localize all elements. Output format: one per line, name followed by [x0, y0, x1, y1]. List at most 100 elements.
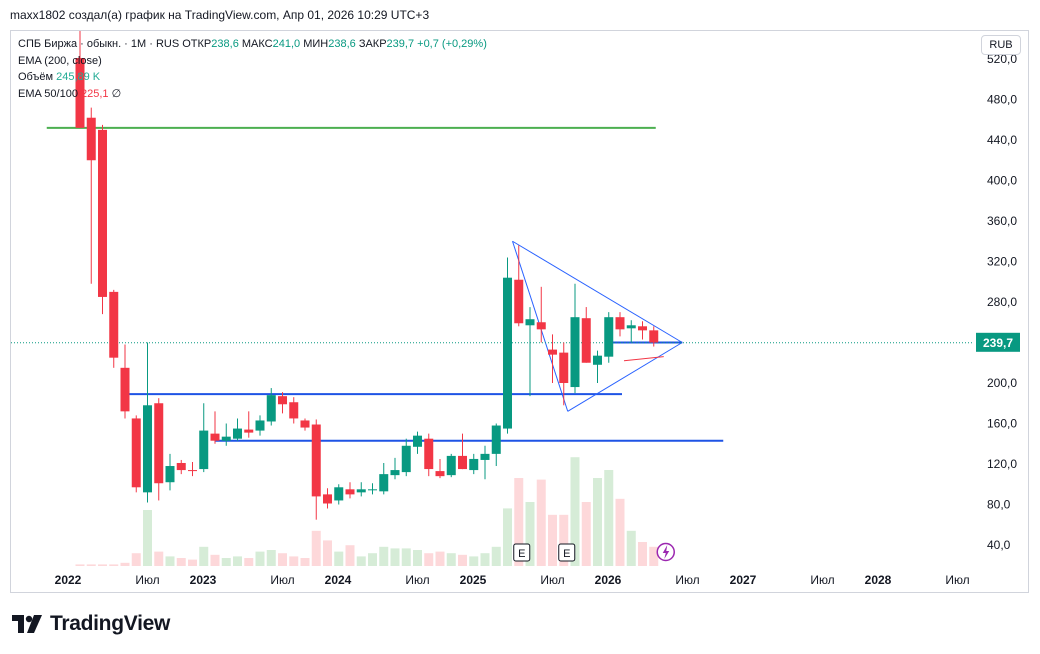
volume-bar — [604, 470, 614, 566]
legend-volume-row[interactable]: Объём 245,89 K — [18, 69, 487, 86]
volume-bar — [368, 553, 377, 566]
x-tick-label: 2023 — [190, 573, 217, 587]
volume-bar — [525, 502, 535, 566]
currency-button[interactable]: RUB — [981, 35, 1021, 55]
candle-body — [120, 367, 130, 412]
candle-body — [458, 455, 467, 470]
tradingview-logo[interactable]: TradingView — [12, 612, 170, 636]
candle-body — [626, 325, 636, 329]
candle-body — [334, 487, 344, 501]
candle — [345, 482, 355, 499]
candle-body — [221, 436, 231, 441]
candle — [75, 31, 85, 128]
earnings-marker-label: E — [563, 548, 570, 560]
volume-bar — [311, 530, 321, 566]
candle-body — [514, 279, 524, 324]
x-tick-label: Июл — [405, 573, 429, 587]
volume-bar — [514, 478, 524, 566]
legend-ema50-label: EMA 50/100 — [18, 87, 78, 100]
candle-body — [154, 403, 164, 484]
x-tick-label: Июл — [675, 573, 699, 587]
earnings-marker-box — [558, 543, 576, 562]
dividend-lightning-marker[interactable] — [656, 542, 675, 562]
volume-bar — [244, 558, 254, 566]
volume-bar — [615, 498, 625, 566]
candle-body — [503, 277, 512, 429]
volume-bar — [188, 559, 197, 566]
volume-bar — [120, 562, 130, 566]
candle — [368, 483, 377, 495]
volume-bar — [255, 551, 265, 566]
candle-body — [86, 117, 96, 161]
candle — [120, 344, 130, 419]
candle-body — [649, 330, 659, 343]
price-label-box — [976, 332, 1020, 352]
candle — [424, 433, 434, 477]
legend-ema50-row[interactable]: EMA 50/100 225,1 ∅ — [18, 86, 487, 103]
candle-body — [401, 445, 411, 473]
candle — [221, 423, 231, 446]
legend-ema200-row[interactable]: EMA (200, close) — [18, 53, 487, 70]
candle-body — [390, 470, 400, 476]
x-tick-label: Июл — [270, 573, 294, 587]
volume-bar — [75, 564, 85, 566]
earnings-marker-box — [513, 543, 531, 562]
volume-bar — [480, 553, 490, 566]
candle — [98, 124, 107, 315]
candle — [503, 257, 512, 434]
candle — [199, 403, 209, 473]
candle-body — [75, 57, 85, 128]
candle — [289, 397, 299, 424]
volume-bar — [98, 564, 107, 566]
candle-body — [581, 318, 591, 363]
y-tick-label: 480,0 — [987, 93, 1017, 107]
ema-segment-line — [623, 356, 664, 362]
candle-body — [413, 435, 422, 447]
volume-bar — [638, 542, 647, 566]
y-tick-label: 280,0 — [987, 295, 1017, 309]
candle — [615, 312, 625, 337]
candle-body — [289, 402, 299, 419]
candle — [176, 459, 186, 475]
earnings-marker[interactable]: E — [558, 543, 576, 562]
candlestick-chart[interactable]: 40,080,0120,0160,0200,0240,0280,0320,036… — [0, 0, 1040, 600]
candle-body — [469, 458, 479, 471]
candle-body — [255, 420, 265, 431]
tradingview-logo-text: TradingView — [50, 612, 171, 635]
legend-ohlc-row: СПБ Биржа · обыкн. · 1M · RUS ОТКР238,6 … — [18, 36, 487, 53]
volume-bar — [289, 556, 299, 566]
candle — [469, 453, 479, 475]
candle-body — [98, 129, 107, 297]
candle — [514, 245, 524, 327]
candle — [593, 350, 602, 383]
candle — [536, 286, 546, 343]
volume-bar — [581, 502, 591, 566]
candle — [570, 283, 580, 394]
candle-body — [356, 489, 366, 493]
candle — [390, 457, 400, 480]
volume-bar — [491, 546, 501, 566]
x-tick-label: Июл — [810, 573, 834, 587]
volume-bar — [413, 550, 422, 566]
volume-bar — [458, 554, 467, 566]
candle-body — [345, 489, 355, 495]
candle — [278, 392, 287, 414]
y-tick-label: 120,0 — [987, 457, 1017, 471]
candle — [581, 307, 591, 363]
x-tick-label: Июл — [135, 573, 159, 587]
legend-close-value: 239,7 — [386, 38, 415, 50]
candle — [480, 445, 490, 480]
candle-body — [491, 425, 501, 454]
volume-bar — [165, 556, 175, 566]
candle — [165, 453, 175, 491]
candle — [143, 342, 152, 503]
x-tick-label: 2024 — [325, 573, 352, 587]
volume-bar — [86, 564, 96, 566]
volume-bar — [334, 551, 344, 566]
volume-bar — [221, 558, 231, 566]
x-tick-label: Июл — [540, 573, 564, 587]
earnings-marker[interactable]: E — [513, 543, 531, 562]
candle-body — [368, 489, 377, 491]
candle-body — [244, 429, 254, 433]
candle — [379, 462, 389, 495]
